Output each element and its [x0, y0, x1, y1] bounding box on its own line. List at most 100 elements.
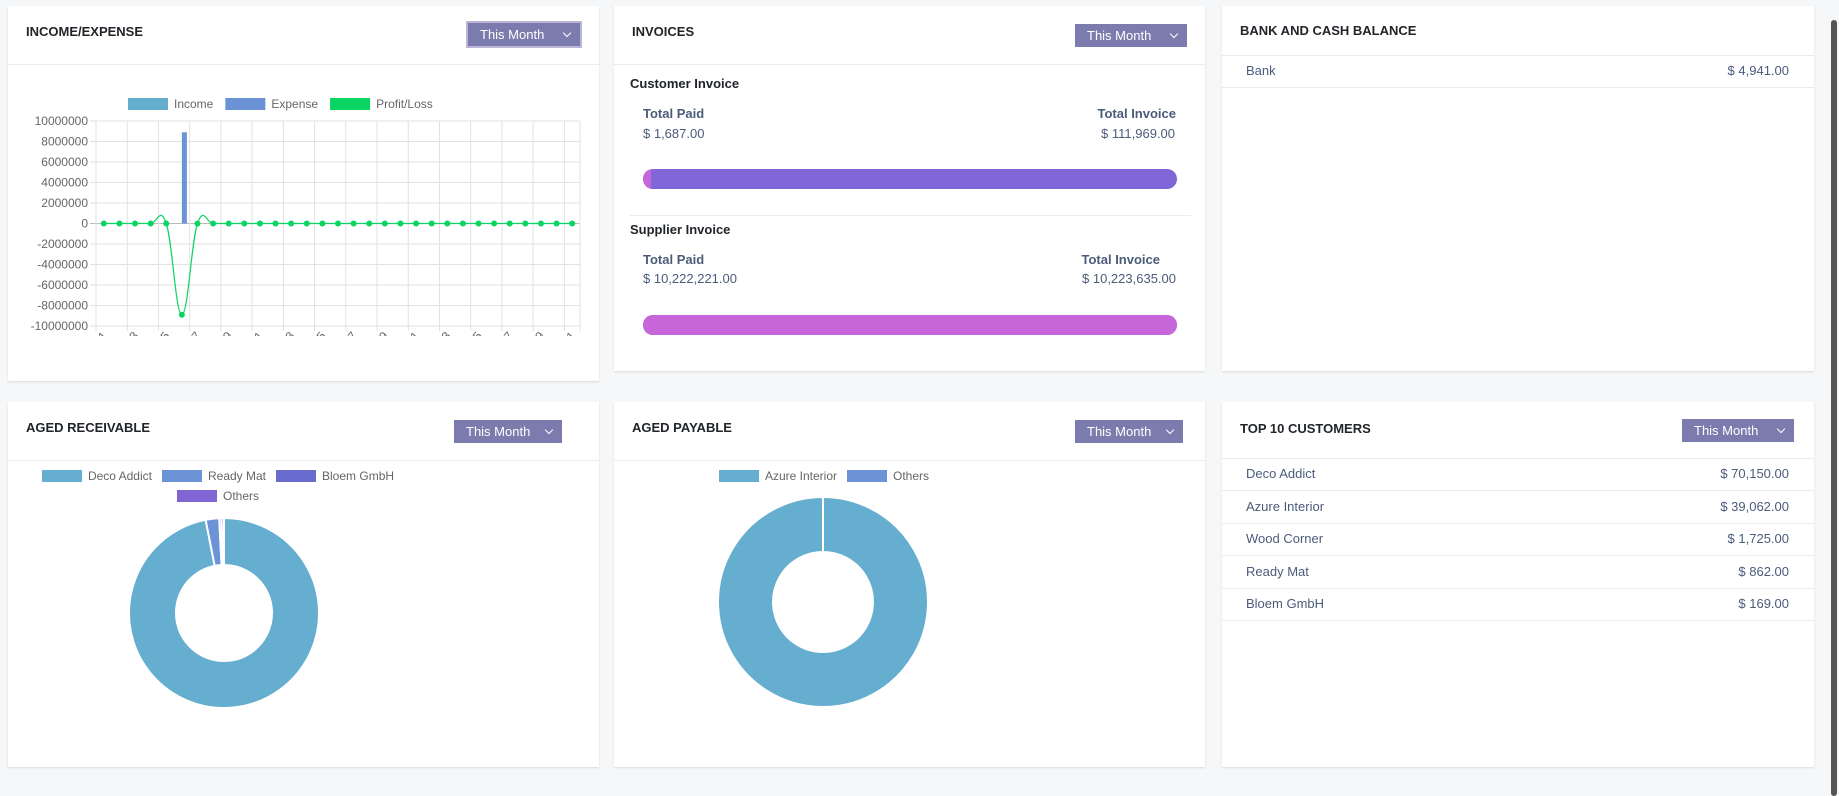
profit-loss-point[interactable]	[303, 220, 310, 227]
customer-amount: $ 1,725.00	[1727, 531, 1789, 546]
bank-row[interactable]: Bank $ 4,941.00	[1222, 56, 1814, 88]
chevron-down-icon	[1169, 29, 1179, 39]
customer-amount: $ 862.00	[1738, 563, 1789, 579]
customer-paid-value: $ 1,687.00	[643, 126, 705, 141]
bar-expense[interactable]	[181, 132, 187, 224]
x-tick-label: 3	[126, 329, 141, 336]
customer-row[interactable]: Deco Addict $ 70,150.00	[1222, 459, 1814, 491]
customer-row[interactable]: Azure Interior $ 39,062.00	[1222, 492, 1814, 524]
profit-loss-point[interactable]	[491, 220, 498, 227]
customer-invoice-heading: Customer Invoice	[630, 76, 740, 91]
x-tick-label: 31	[559, 329, 579, 336]
legend-item[interactable]: Deco Addict	[41, 469, 152, 483]
aged-payable-card: AGED PAYABLE This Month Azure Interior Ot…	[614, 402, 1205, 767]
legend-swatch	[161, 470, 202, 482]
legend-label: Deco Addict	[87, 469, 152, 483]
period-label: This Month	[466, 424, 531, 439]
profit-loss-point[interactable]	[350, 220, 357, 227]
profit-loss-point[interactable]	[132, 220, 139, 227]
legend-item[interactable]: Others	[847, 469, 929, 483]
donut-slice-azure-interior[interactable]	[717, 495, 929, 708]
legend-swatch	[176, 490, 217, 502]
profit-loss-point[interactable]	[100, 220, 107, 227]
card-title: AGED PAYABLE	[632, 420, 732, 435]
period-dropdown[interactable]: This Month	[1075, 24, 1187, 47]
card-title: INVOICES	[632, 24, 695, 39]
profit-loss-point[interactable]	[475, 220, 482, 227]
profit-loss-point[interactable]	[444, 220, 451, 227]
profit-loss-point[interactable]	[537, 220, 544, 227]
profit-loss-point[interactable]	[225, 220, 232, 227]
legend-item[interactable]: Bloem GmbH	[276, 469, 394, 483]
x-tick-label: 1	[95, 329, 110, 336]
period-dropdown[interactable]: This Month	[454, 420, 562, 443]
donut-slice-deco-addict[interactable]	[128, 516, 320, 709]
legend-item[interactable]: Ready Mat	[161, 469, 266, 483]
legend-item[interactable]: Income	[128, 97, 214, 111]
profit-loss-point[interactable]	[569, 220, 576, 227]
y-tick-label: -10000000	[31, 319, 89, 333]
legend-label: Azure Interior	[764, 469, 837, 483]
profit-loss-point[interactable]	[210, 220, 217, 227]
legend-label: Others	[893, 469, 930, 483]
supplier-invoice-progress	[643, 315, 1177, 335]
legend-item[interactable]: Others	[176, 489, 259, 503]
profit-loss-point[interactable]	[241, 220, 248, 227]
supplier-total-value: $ 10,223,635.00	[1082, 271, 1176, 286]
customer-paid-label: Total Paid	[643, 106, 705, 121]
customer-amount: $ 70,150.00	[1720, 466, 1789, 481]
profit-loss-point[interactable]	[428, 220, 435, 227]
customer-total-value: $ 111,969.00	[1101, 126, 1175, 141]
profit-loss-point[interactable]	[522, 220, 529, 227]
x-tick-label: 13	[278, 329, 298, 336]
period-dropdown[interactable]: This Month	[1682, 419, 1794, 442]
customer-invoice-progress	[643, 169, 1177, 189]
top-customers-card: TOP 10 CUSTOMERS This Month Deco Addict $…	[1222, 402, 1814, 767]
profit-loss-point[interactable]	[256, 220, 263, 227]
legend-label: Bloem GmbH	[322, 469, 395, 483]
y-tick-label: -4000000	[37, 258, 88, 272]
period-dropdown[interactable]: This Month	[1075, 420, 1183, 443]
profit-loss-point[interactable]	[397, 220, 404, 227]
profit-loss-point[interactable]	[381, 220, 388, 227]
legend-label: Income	[174, 97, 214, 111]
profit-loss-point[interactable]	[366, 220, 373, 227]
y-tick-label: -2000000	[37, 237, 88, 251]
legend-item[interactable]: Profit/Loss	[330, 97, 433, 111]
card-title: BANK AND CASH BALANCE	[1240, 23, 1417, 38]
period-dropdown[interactable]: This Month	[466, 21, 582, 48]
y-tick-label: 8000000	[41, 135, 88, 149]
period-label: This Month	[1087, 424, 1152, 439]
profit-loss-point[interactable]	[506, 220, 513, 227]
customer-row[interactable]: Wood Corner $ 1,725.00	[1222, 524, 1814, 556]
page-scrollbar[interactable]	[1831, 20, 1837, 796]
customer-amount: $ 39,062.00	[1720, 498, 1789, 514]
legend-swatch	[128, 98, 168, 110]
profit-loss-point[interactable]	[178, 311, 185, 318]
profit-loss-point[interactable]	[413, 220, 420, 227]
profit-loss-point[interactable]	[116, 220, 123, 227]
customer-row[interactable]: Bloem GmbH $ 169.00	[1222, 589, 1814, 621]
profit-loss-point[interactable]	[272, 220, 279, 227]
profit-loss-point[interactable]	[288, 220, 295, 227]
legend-swatch	[225, 98, 266, 110]
legend-item[interactable]: Expense	[225, 97, 318, 111]
profit-loss-point[interactable]	[553, 220, 560, 227]
profit-loss-point[interactable]	[335, 220, 341, 227]
aged-payable-donut	[717, 495, 929, 708]
donut-slice-others[interactable]	[220, 516, 225, 567]
progress-fill	[643, 315, 1177, 335]
profit-loss-point[interactable]	[147, 220, 154, 227]
profit-loss-point[interactable]	[163, 220, 170, 227]
legend-item[interactable]: Azure Interior	[718, 469, 837, 483]
profit-loss-point[interactable]	[194, 220, 201, 227]
chart-legend: Azure Interior Others	[674, 469, 974, 483]
customer-row[interactable]: Ready Mat $ 862.00	[1222, 557, 1814, 589]
customer-name: Deco Addict	[1246, 466, 1316, 481]
legend-swatch	[330, 98, 371, 110]
profit-loss-point[interactable]	[459, 220, 466, 227]
income-expense-chart: Income Expense Profit/Loss 10000000 8000000 6…	[31, 97, 581, 336]
profit-loss-point[interactable]	[319, 220, 326, 227]
card-title: TOP 10 CUSTOMERS	[1240, 421, 1371, 436]
bank-cash-card: BANK AND CASH BALANCE Bank $ 4,941.00	[1222, 6, 1814, 371]
